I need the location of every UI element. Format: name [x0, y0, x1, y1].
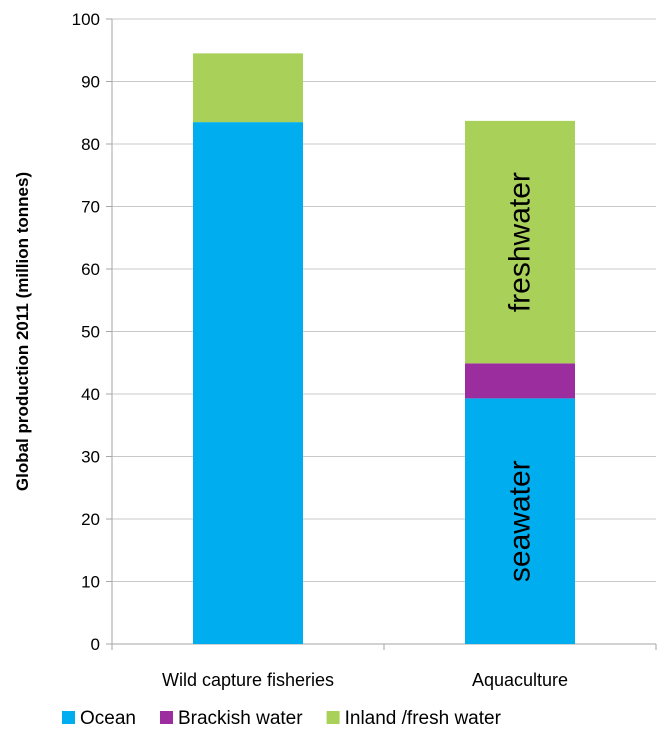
y-tick-label: 70 [81, 198, 100, 217]
x-category-label: Wild capture fisheries [162, 670, 334, 690]
legend-swatch [62, 711, 75, 724]
y-tick-label: 30 [81, 448, 100, 467]
legend-label: Ocean [80, 708, 136, 729]
segment-annotation: seawater [504, 460, 537, 582]
category-labels: Wild capture fisheries Aquaculture [162, 670, 568, 690]
x-category-label: Aquaculture [472, 670, 568, 690]
legend-swatch [326, 711, 340, 724]
y-tick-label: 80 [81, 135, 100, 154]
y-tick-labels: 0 10 20 30 40 50 60 70 80 90 100 [72, 10, 100, 654]
y-tick-label: 60 [81, 260, 100, 279]
y-tick-label: 10 [81, 573, 100, 592]
bar-segment-brackish-water [465, 363, 575, 399]
y-tick-label: 100 [72, 10, 100, 29]
y-axis-title: Global production 2011 (million tonnes) [13, 172, 32, 491]
y-tick-label: 20 [81, 510, 100, 529]
y-tick-label: 0 [91, 635, 100, 654]
y-tick-label: 50 [81, 323, 100, 342]
segment-annotation: freshwater [504, 172, 537, 312]
bar-segment-inland-fresh-water [465, 120, 575, 364]
y-tick-label: 40 [81, 385, 100, 404]
bars [193, 53, 575, 644]
legend-label: Inland /fresh water [345, 708, 502, 729]
bar-segment-ocean [465, 398, 575, 644]
legend-swatch [159, 711, 173, 724]
annotations: freshwater seawater [504, 172, 537, 582]
legend-label: Brackish water [178, 708, 303, 729]
y-tick-label: 90 [81, 73, 100, 92]
bar-segment-inland-fresh-water [193, 53, 303, 123]
bar-segment-ocean [193, 122, 303, 644]
legend: Ocean Brackish water Inland /fresh water [62, 708, 502, 729]
